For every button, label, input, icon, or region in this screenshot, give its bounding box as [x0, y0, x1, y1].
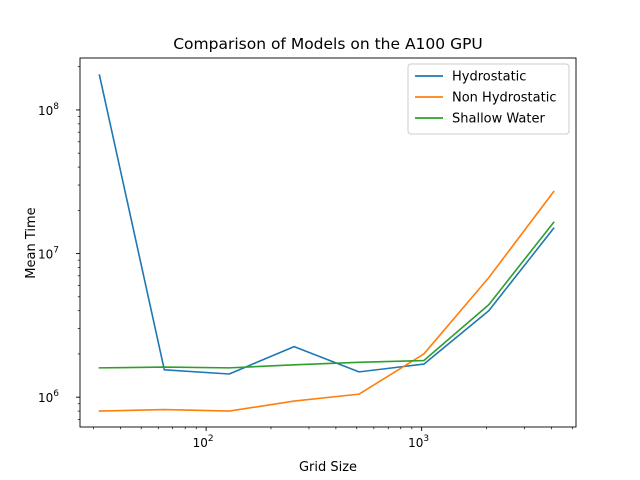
legend: Hydrostatic Non Hydrostatic Shallow Water — [407, 63, 570, 135]
y-axis-label: Mean Time — [24, 207, 39, 278]
series-layer — [98, 74, 555, 412]
legend-label: Hydrostatic — [452, 70, 526, 85]
series-line-non-hydrostatic — [98, 190, 555, 412]
legend-box — [407, 63, 570, 135]
chart-title: Comparison of Models on the A100 GPU — [173, 35, 483, 53]
series-line-shallow-water — [98, 221, 555, 369]
legend-label: Shallow Water — [452, 112, 545, 127]
x-axis-label: Grid Size — [299, 460, 357, 475]
legend-label: Non Hydrostatic — [452, 91, 556, 106]
axes-frame — [79, 57, 577, 428]
series-line-hydrostatic — [98, 74, 555, 375]
